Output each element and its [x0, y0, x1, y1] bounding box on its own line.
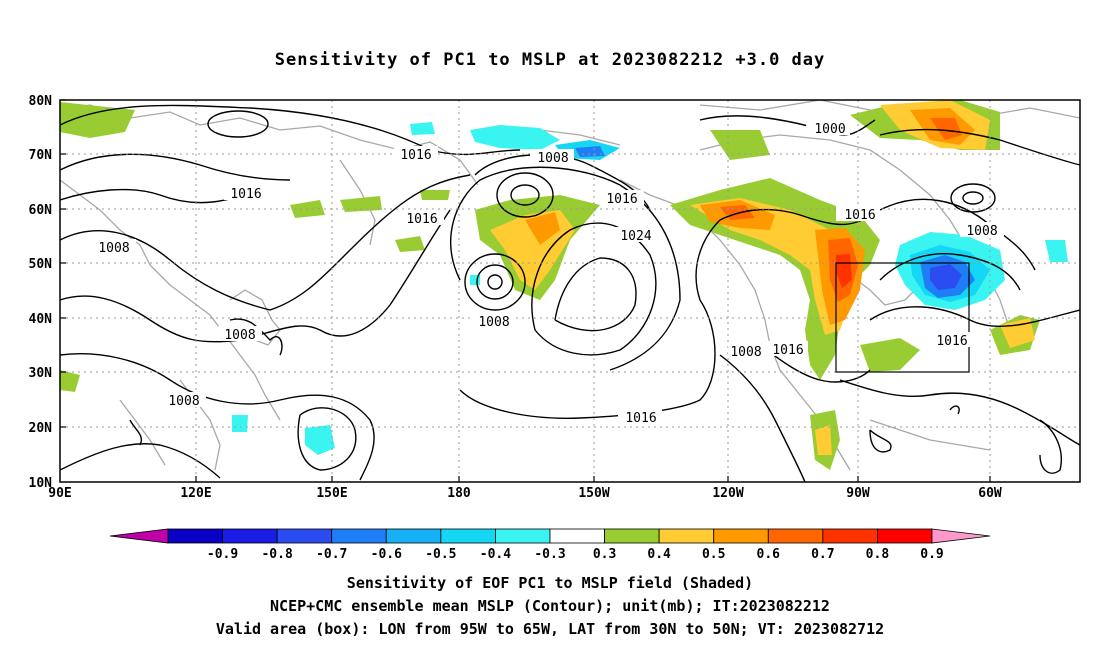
lon-label: 120E [180, 486, 211, 501]
contour-label: 1008 [966, 224, 997, 239]
contour-label: 1016 [400, 148, 431, 163]
colorbar-tick-label: 0.8 [866, 547, 890, 562]
contour-label: 1008 [168, 394, 199, 409]
colorbar-tick-label: -0.5 [425, 547, 456, 562]
contour-label: 1008 [478, 315, 509, 330]
colorbar-tick-label: 0.3 [593, 547, 616, 562]
lat-label: 10N [29, 476, 53, 491]
contour-label: 1008 [224, 328, 255, 343]
colorbar-swatch [385, 528, 442, 544]
lat-label: 40N [29, 312, 53, 327]
lon-label: 180 [447, 486, 471, 501]
colorbar-swatch [713, 528, 769, 544]
map-title: Sensitivity of PC1 to MSLP at 2023082212… [274, 50, 826, 70]
lat-label: 80N [29, 94, 53, 109]
latitude-labels: 80N 70N 60N 50N 40N 30N 20N 10N [29, 94, 53, 491]
colorbar-swatch [167, 528, 223, 544]
colorbar-swatch [877, 528, 933, 544]
contour-label: 1008 [98, 241, 129, 256]
colorbar-swatch [604, 528, 660, 544]
lat-label: 60N [29, 203, 53, 218]
colorbar-arrow-left [109, 528, 169, 544]
colorbar-tick-label: 0.4 [647, 547, 671, 562]
colorbar-swatch [822, 528, 878, 544]
lon-label: 90E [48, 486, 71, 501]
lon-label: 150E [316, 486, 347, 501]
valid-area-box [835, 262, 970, 373]
contour-labels: 1000 1016 1008 1016 1008 1016 1016 1024 … [92, 120, 1004, 426]
caption-line-3: Valid area (box): LON from 95W to 65W, L… [215, 620, 885, 638]
colorbar [109, 528, 991, 544]
contour-label: 1000 [814, 122, 845, 137]
contour-label: 1016 [844, 208, 875, 223]
colorbar-tick-label: 0.9 [920, 547, 943, 562]
lon-label: 90W [846, 486, 870, 501]
contour-label: 1008 [537, 151, 568, 166]
lat-label: 20N [29, 421, 53, 436]
contour-label: 1016 [936, 334, 967, 349]
colorbar-swatch [331, 528, 387, 544]
axis-ticks [60, 99, 991, 482]
colorbar-swatch [222, 528, 278, 544]
colorbar-tick-label: -0.9 [207, 547, 238, 562]
colorbar-tick-label: -0.8 [261, 547, 292, 562]
contour-label: 1016 [406, 212, 437, 227]
lat-label: 50N [29, 257, 53, 272]
lon-label: 60W [978, 486, 1002, 501]
longitude-labels: 90E 120E 150E 180 150W 120W 90W 60W [48, 486, 1002, 501]
colorbar-tick-label: -0.4 [480, 547, 511, 562]
contour-label: 1016 [772, 343, 803, 358]
plot-frame [59, 99, 1081, 483]
colorbar-swatch [440, 528, 496, 544]
caption-line-2: NCEP+CMC ensemble mean MSLP (Contour); u… [270, 597, 830, 615]
contour-label: 1016 [230, 187, 261, 202]
lon-label: 150W [578, 486, 609, 501]
colorbar-labels: -0.9 -0.8 -0.7 -0.6 -0.5 -0.4 -0.3 0.3 0.4 0.5 0.6… [207, 547, 944, 562]
colorbar-swatch [658, 528, 715, 544]
colorbar-tick-label: -0.3 [534, 547, 565, 562]
colorbar-tick-label: -0.7 [316, 547, 347, 562]
colorbar-swatch [549, 528, 605, 544]
colorbar-swatch [276, 528, 333, 544]
lat-label: 30N [29, 366, 53, 381]
contour-label: 1016 [625, 411, 656, 426]
colorbar-swatch [495, 528, 551, 544]
sensitivity-shading [60, 100, 1068, 470]
lon-label: 120W [712, 486, 743, 501]
colorbar-arrow-right [931, 528, 991, 544]
colorbar-tick-label: 0.5 [702, 547, 725, 562]
colorbar-swatch [767, 528, 824, 544]
colorbar-tick-label: -0.6 [371, 547, 402, 562]
colorbar-tick-label: 0.6 [757, 547, 781, 562]
colorbar-tick-label: 0.7 [811, 547, 834, 562]
contour-label: 1016 [606, 192, 637, 207]
contour-label: 1024 [620, 229, 651, 244]
lat-label: 70N [29, 148, 53, 163]
caption-line-1: Sensitivity of EOF PC1 to MSLP field (Sh… [346, 574, 754, 592]
contour-label: 1008 [730, 345, 761, 360]
